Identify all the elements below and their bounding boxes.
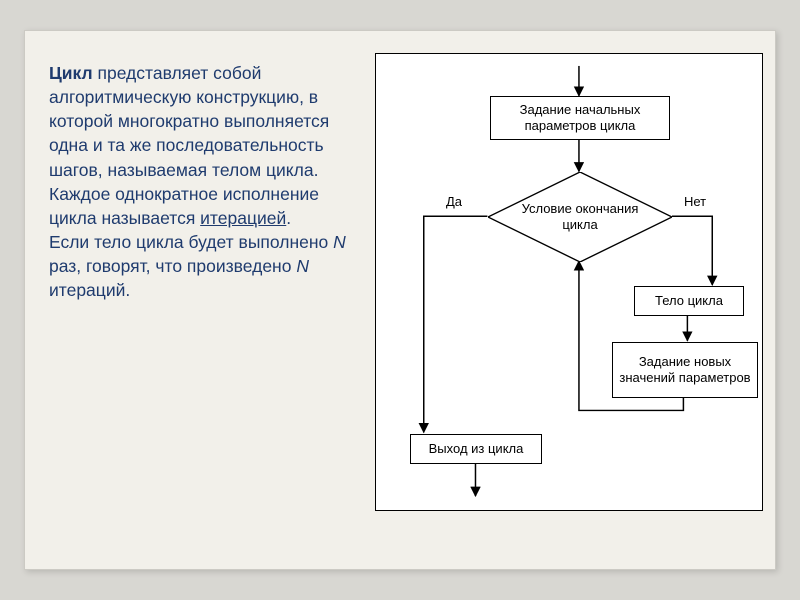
paragraph-2: Каждое однократное исполнение цикла назы… — [49, 182, 359, 230]
edge-label-yes: Да — [446, 194, 462, 209]
node-condition: Условие окончания цикла — [488, 172, 672, 262]
node-update: Задание новых значений параметров — [612, 342, 758, 398]
node-init: Задание начальных параметров цикла — [490, 96, 670, 140]
term-cycle: Цикл — [49, 63, 93, 83]
slide: Цикл представляет собой алгоритмическую … — [24, 30, 776, 570]
paragraph-1: Цикл представляет собой алгоритмическую … — [49, 61, 359, 182]
edge-label-no: Нет — [684, 194, 706, 209]
flowchart: Задание начальных параметров цикла Услов… — [375, 53, 763, 511]
node-exit: Выход из цикла — [410, 434, 542, 464]
paragraph-3: Если тело цикла будет выполнено N раз, г… — [49, 230, 359, 302]
node-body: Тело цикла — [634, 286, 744, 316]
term-iteration: итерацией — [200, 208, 286, 228]
explanation-text: Цикл представляет собой алгоритмическую … — [49, 61, 359, 302]
